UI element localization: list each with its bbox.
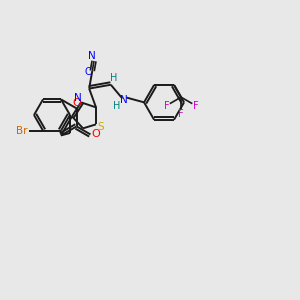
Text: N: N (119, 94, 127, 104)
Text: O: O (72, 98, 81, 108)
Text: H: H (110, 73, 118, 83)
Text: N: N (74, 93, 82, 103)
Text: N: N (88, 51, 96, 61)
Text: F: F (164, 101, 169, 111)
Text: O: O (91, 129, 100, 140)
Text: S: S (98, 122, 104, 132)
Text: H: H (113, 100, 120, 110)
Text: F: F (193, 101, 199, 111)
Text: F: F (178, 109, 184, 119)
Text: Br: Br (16, 126, 28, 136)
Text: C: C (85, 67, 92, 77)
